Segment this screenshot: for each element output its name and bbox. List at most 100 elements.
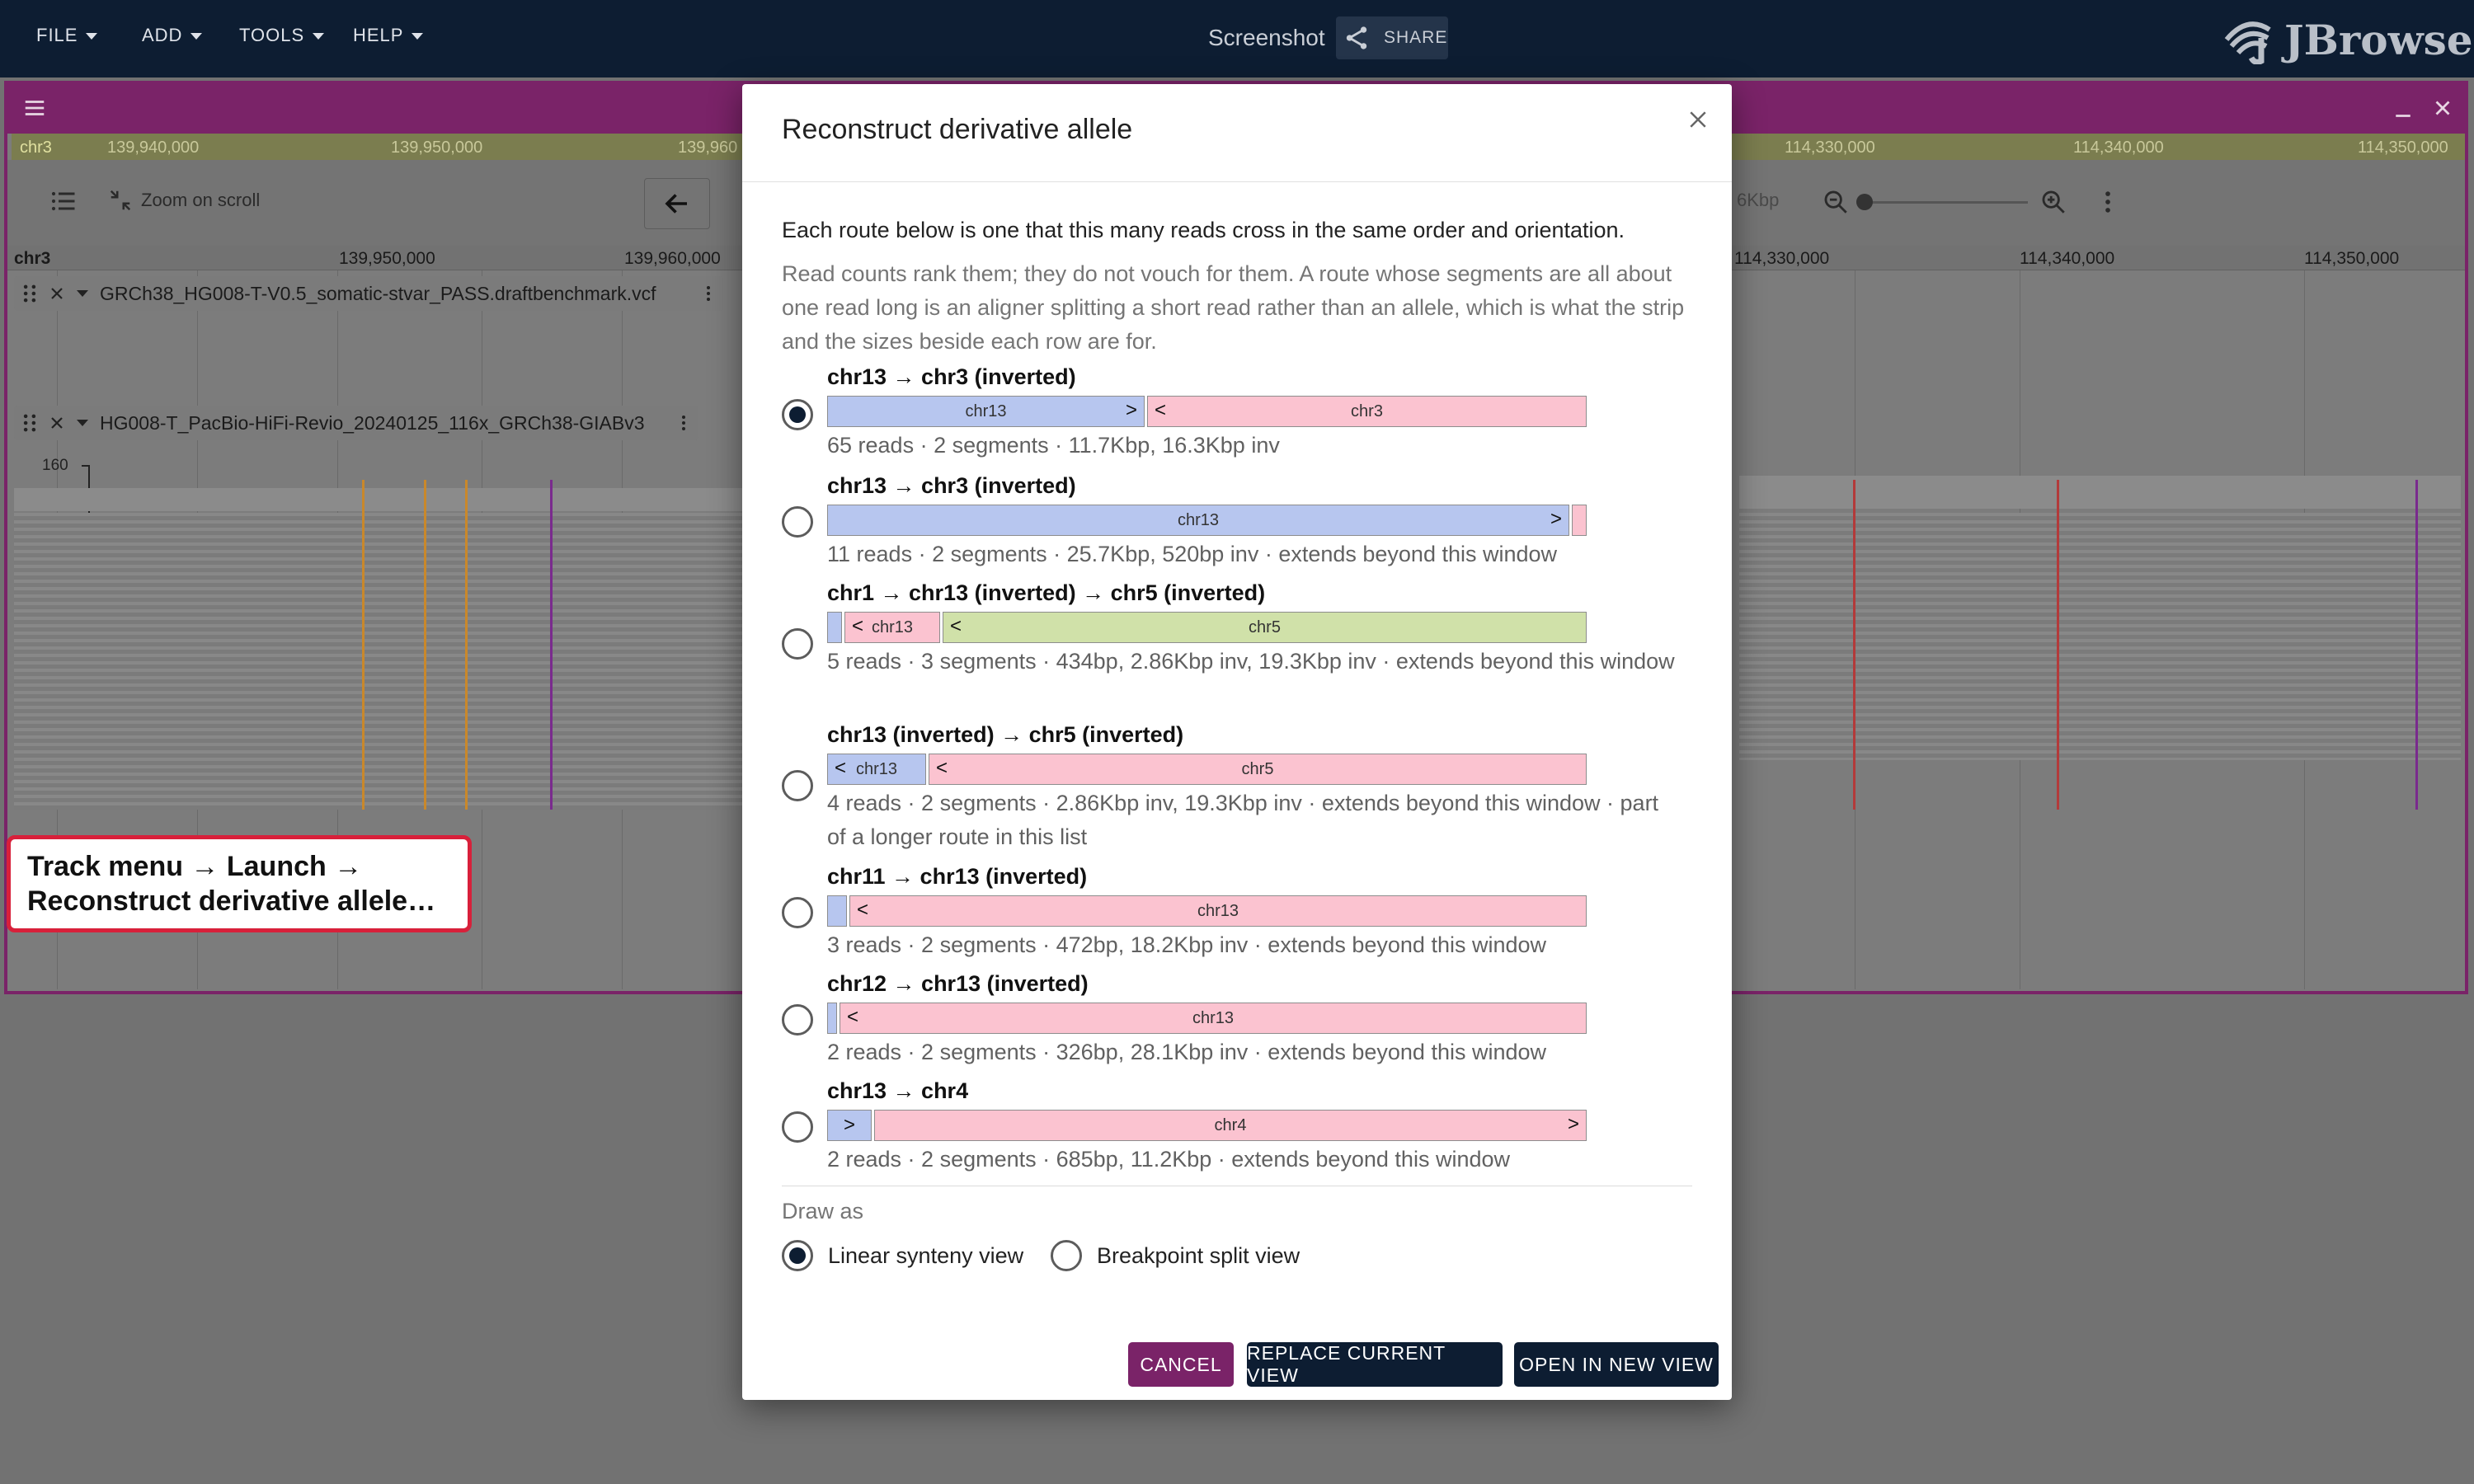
logo-icon <box>2224 21 2271 64</box>
route-option[interactable]: chr13 → chr3 (inverted) chr13 > < chr3 65 … <box>782 364 1705 473</box>
add-menu[interactable]: ADD <box>142 25 203 46</box>
view-width-label: 6Kbp <box>1737 190 1780 210</box>
drag-handle-icon[interactable] <box>21 283 39 304</box>
session-name[interactable]: Screenshot <box>1208 25 1325 50</box>
route-option[interactable]: chr12 → chr13 (inverted) < chr13 2 reads … <box>782 970 1705 1078</box>
close-icon <box>1690 111 1706 128</box>
segment: chr13 > <box>827 505 1569 536</box>
route-option[interactable]: chr11 → chr13 (inverted) < chr13 3 reads … <box>782 862 1705 971</box>
coverage-track <box>1739 476 2461 509</box>
linear-synteny-radio[interactable] <box>782 1240 813 1271</box>
ruler-tick: 139,950,000 <box>391 139 483 157</box>
zoom-on-scroll-label: Zoom on scroll <box>141 190 261 210</box>
route-stats: 2 reads · 2 segments · 326bp, 28.1Kbp in… <box>827 1040 1547 1064</box>
intro-note: Read counts rank them; they do not vouch… <box>782 261 1685 354</box>
close-dialog-button[interactable] <box>1679 101 1717 139</box>
callout-line: Reconstruct derivative allele… <box>27 885 436 917</box>
track-selector-icon[interactable] <box>49 186 78 216</box>
more-vert-icon[interactable] <box>2094 188 2122 216</box>
chevron-down-icon <box>412 33 424 40</box>
zoom-out-icon[interactable] <box>1822 188 1850 216</box>
chevron-down-icon <box>86 33 98 40</box>
route-radio[interactable] <box>782 770 813 801</box>
chevron-down-icon <box>190 33 203 40</box>
route-radio[interactable] <box>782 1111 813 1143</box>
close-view-icon[interactable] <box>2430 96 2455 120</box>
tools-menu[interactable]: TOOLS <box>239 25 325 46</box>
route-radio[interactable] <box>782 1004 813 1036</box>
route-title: chr13 → chr4 <box>827 1078 969 1103</box>
file-menu[interactable]: FILE <box>36 25 98 46</box>
track-menu-icon[interactable] <box>674 411 694 435</box>
mismatch-column <box>2415 480 2418 810</box>
open-in-new-view-button[interactable]: OPEN IN NEW VIEW <box>1514 1342 1719 1387</box>
segment: < chr5 <box>943 612 1587 643</box>
route-title: chr13 (inverted) → chr5 (inverted) <box>827 722 1184 747</box>
app-top-bar: FILE ADD TOOLS HELP Screenshot SHARE JBr… <box>0 0 2474 77</box>
forward-arrow-icon: > <box>843 1114 855 1136</box>
option-label: Linear synteny view <box>828 1242 1024 1268</box>
track-header-alignments: HG008-T_PacBio-HiFi-Revio_20240125_116x_… <box>14 406 698 440</box>
route-option[interactable]: chr13 → chr3 (inverted) chr13 > 11 reads … <box>782 472 1705 580</box>
drag-handle-icon[interactable] <box>21 412 39 434</box>
track-menu-icon[interactable] <box>698 281 718 306</box>
mismatch-column <box>2057 480 2059 810</box>
file-menu-label: FILE <box>36 25 78 45</box>
help-menu[interactable]: HELP <box>353 25 424 46</box>
segment-label: chr13 <box>965 402 1007 420</box>
tools-menu-label: TOOLS <box>239 25 305 45</box>
ruler-tick: 114,340,000 <box>2073 139 2164 157</box>
route-stats: 65 reads · 2 segments · 11.7Kbp, 16.3Kbp… <box>827 433 1280 458</box>
scale-tick: 139,950,000 <box>339 249 435 268</box>
route-stats: 5 reads · 3 segments · 434bp, 2.86Kbp in… <box>827 649 1675 674</box>
linear-synteny-option[interactable]: Linear synteny view <box>782 1240 1023 1271</box>
zoom-slider-thumb[interactable] <box>1856 194 1873 210</box>
segment <box>1572 505 1587 536</box>
coverage-track <box>14 488 752 511</box>
scale-tick: 114,350,000 <box>2304 249 2400 268</box>
forward-arrow-icon: > <box>1125 399 1137 421</box>
route-option[interactable]: chr1 → chr13 (inverted) → chr5 (inverted… <box>782 579 1705 719</box>
zoom-slider[interactable] <box>1861 201 2028 204</box>
zoom-on-scroll-toggle[interactable]: Zoom on scroll <box>108 188 260 213</box>
segment: > <box>827 1110 872 1141</box>
reconstruct-derivative-allele-dialog: Reconstruct derivative allele Each route… <box>742 84 1732 1400</box>
cancel-button[interactable]: CANCEL <box>1128 1342 1234 1387</box>
view-menu-icon[interactable] <box>22 96 47 120</box>
mismatch-column <box>424 480 426 810</box>
read-pileup <box>14 513 752 810</box>
route-radio[interactable] <box>782 897 813 928</box>
zoom-in-icon[interactable] <box>2039 188 2067 216</box>
chevron-down-icon <box>313 33 325 40</box>
share-button[interactable]: SHARE <box>1336 16 1448 59</box>
share-icon <box>1346 26 1367 49</box>
route-radio[interactable] <box>782 506 813 538</box>
route-stats: 4 reads · 2 segments · 2.86Kbp inv, 19.3… <box>827 791 1659 849</box>
collapse-track-icon[interactable] <box>77 420 88 426</box>
breakpoint-split-option[interactable]: Breakpoint split view <box>1051 1240 1300 1271</box>
close-track-icon[interactable] <box>47 413 67 433</box>
route-option[interactable]: chr13 (inverted) → chr5 (inverted) < chr1… <box>782 721 1705 861</box>
reverse-arrow-icon: < <box>852 615 864 637</box>
collapse-track-icon[interactable] <box>77 290 88 297</box>
reverse-arrow-icon: < <box>1155 399 1167 421</box>
forward-arrow-icon: > <box>1550 508 1562 530</box>
mismatch-column <box>1853 480 1856 810</box>
route-radio[interactable] <box>782 628 813 660</box>
pan-left-button[interactable] <box>644 178 710 229</box>
route-radio[interactable] <box>782 399 813 430</box>
close-track-icon[interactable] <box>47 284 67 303</box>
segment: < chr13 <box>827 754 926 785</box>
draw-as-label: Draw as <box>782 1199 864 1223</box>
scale-tick: 139,960,000 <box>624 249 721 268</box>
segment-label: chr13 <box>871 618 914 636</box>
scale-tick: 114,330,000 <box>1734 249 1830 268</box>
replace-current-view-button[interactable]: REPLACE CURRENT VIEW <box>1247 1342 1503 1387</box>
route-stats: 2 reads · 2 segments · 685bp, 11.2Kbp · … <box>827 1147 1510 1172</box>
breakpoint-split-radio[interactable] <box>1051 1240 1082 1271</box>
add-menu-label: ADD <box>142 25 183 45</box>
reverse-arrow-icon: < <box>835 757 847 779</box>
forward-arrow-icon: > <box>1567 1113 1579 1135</box>
route-option[interactable]: chr13 → chr4 > chr4 > 2 reads · 2 segment… <box>782 1077 1705 1186</box>
minimize-icon[interactable] <box>2391 97 2415 122</box>
